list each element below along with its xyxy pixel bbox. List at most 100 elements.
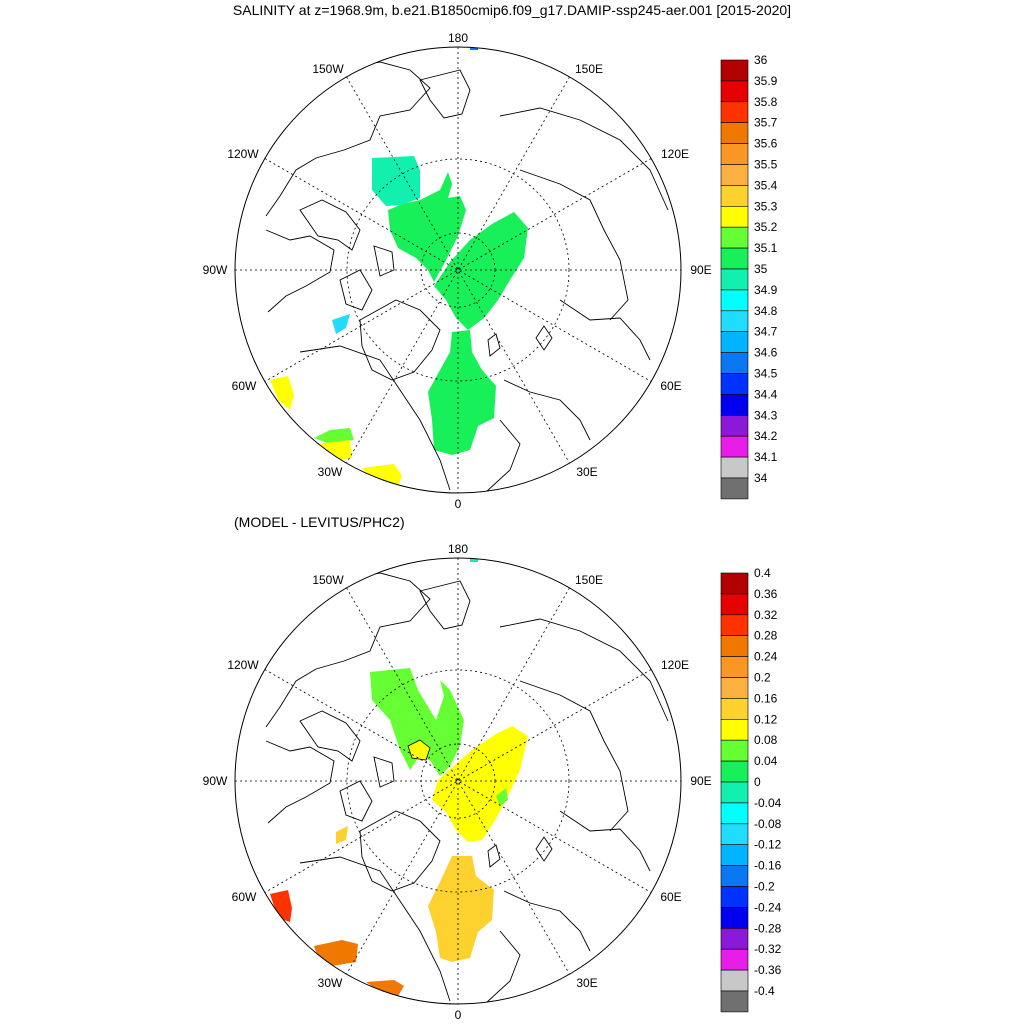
salinity-colorbar-tick-label: 35.2 — [754, 220, 778, 234]
top-green-patch-40w — [314, 428, 354, 444]
difference-colorbar-tick-label: -0.2 — [754, 880, 775, 894]
difference-colorbar-swatch — [720, 802, 749, 825]
difference-colorbar-tick-label: 0.04 — [754, 754, 778, 768]
salinity-colorbar: 36 35.9 35.8 35.7 35.6 35.5 35.4 35.3 35.2 35.1 35… — [720, 53, 778, 500]
bottom-label-180: 180 — [448, 542, 468, 556]
bottom-map-border — [234, 557, 682, 1005]
salinity-colorbar-swatch — [720, 185, 749, 207]
bottom-label-150w: 150W — [312, 573, 344, 587]
top-map-border — [234, 46, 682, 494]
salinity-colorbar-swatch — [720, 80, 749, 103]
top-label-120e: 120E — [661, 147, 689, 161]
difference-colorbar-tick-label: -0.28 — [754, 921, 782, 935]
top-polar-map: 180 150W 150E 120W 120E 90W 90E 60W 60E … — [203, 31, 712, 511]
difference-colorbar-swatch — [720, 614, 749, 636]
difference-colorbar-swatch — [720, 865, 749, 887]
difference-colorbar-swatch — [720, 698, 749, 720]
difference-subtitle: (MODEL - LEVITUS/PHC2) — [234, 514, 405, 530]
salinity-colorbar-tick-label: 35.6 — [754, 137, 778, 151]
bottom-green-spot-east — [496, 788, 508, 806]
top-label-60w: 60W — [232, 379, 257, 393]
difference-colorbar-tick-label: 0.28 — [754, 629, 778, 643]
bottom-gold-patch-small — [336, 826, 348, 844]
difference-colorbar-tick-label: -0.08 — [754, 817, 782, 831]
salinity-colorbar-swatch — [720, 331, 749, 353]
difference-colorbar-swatch — [720, 593, 749, 616]
bottom-label-60e: 60E — [660, 890, 681, 904]
salinity-colorbar-swatch — [720, 247, 749, 270]
salinity-colorbar-tick-label: 34.9 — [754, 283, 778, 297]
difference-colorbar-tick-label: -0.24 — [754, 900, 782, 914]
salinity-colorbar-swatch — [720, 352, 749, 374]
salinity-colorbar-tick-label: 34.8 — [754, 304, 778, 318]
bottom-coastlines — [255, 572, 669, 1004]
salinity-colorbar-swatch — [720, 143, 749, 165]
difference-colorbar-tick-label: -0.36 — [754, 963, 782, 977]
salinity-colorbar-swatch — [720, 394, 749, 416]
difference-colorbar-swatch — [720, 823, 749, 845]
salinity-colorbar-tick-label: 35 — [754, 262, 768, 276]
bottom-polar-map: 180 150W 150E 120W 120E 90W 90E 60W 60E … — [203, 542, 712, 1022]
salinity-colorbar-swatch — [720, 456, 749, 479]
salinity-colorbar-tick-label: 35.4 — [754, 178, 778, 192]
salinity-colorbar-swatch — [720, 435, 749, 458]
bottom-graticule — [235, 558, 681, 1004]
bottom-label-90w: 90W — [203, 774, 228, 788]
bottom-yellow-region-main — [432, 726, 528, 842]
difference-colorbar-swatch — [720, 781, 749, 804]
salinity-colorbar-tick-label: 34.5 — [754, 367, 778, 381]
salinity-colorbar-swatch — [720, 310, 749, 332]
difference-colorbar-swatch — [720, 927, 749, 950]
salinity-colorbar-swatch — [720, 289, 749, 312]
salinity-colorbar-swatch — [720, 206, 749, 228]
salinity-colorbar-tick-label: 34.3 — [754, 408, 778, 422]
top-coastlines — [255, 61, 669, 493]
bottom-label-90e: 90E — [690, 774, 711, 788]
difference-colorbar-swatch — [720, 718, 749, 741]
salinity-colorbar-tick-label: 34 — [754, 471, 768, 485]
top-label-180: 180 — [448, 31, 468, 45]
difference-colorbar-swatch — [720, 990, 749, 1013]
bottom-label-120w: 120W — [227, 658, 259, 672]
figure-title: SALINITY at z=1968.9m, b.e21.B1850cmip6.… — [232, 2, 792, 18]
difference-colorbar-tick-label: -0.4 — [754, 984, 775, 998]
difference-colorbar-tick-label: 0.16 — [754, 691, 778, 705]
salinity-colorbar-swatch — [720, 122, 749, 144]
difference-colorbar-tick-label: -0.04 — [754, 796, 782, 810]
top-small-cyan-patch — [332, 314, 350, 334]
top-yellow-patch-20w — [362, 464, 402, 486]
difference-colorbar-tick-label: 0.32 — [754, 608, 778, 622]
bottom-red-patch-60w — [270, 890, 292, 922]
top-green-region-main — [434, 212, 528, 330]
top-label-90e: 90E — [690, 263, 711, 277]
difference-colorbar: 0.4 0.36 0.32 0.28 0.24 0.2 0.16 0.12 0.08 0.04 0 -… — [720, 566, 782, 1013]
difference-colorbar-tick-label: 0.36 — [754, 587, 778, 601]
salinity-colorbar-swatch — [720, 101, 749, 124]
salinity-colorbar-tick-label: 34.7 — [754, 325, 778, 339]
bottom-label-30w: 30W — [318, 976, 343, 990]
top-label-0: 0 — [455, 497, 462, 511]
difference-colorbar-tick-label: -0.16 — [754, 859, 782, 873]
top-label-150e: 150E — [575, 62, 603, 76]
salinity-colorbar-tick-label: 35.5 — [754, 158, 778, 172]
top-yellow-patch-60w — [270, 376, 294, 410]
difference-colorbar-swatch — [720, 739, 749, 762]
salinity-colorbar-tick-label: 35.1 — [754, 241, 778, 255]
difference-colorbar-swatch — [720, 886, 749, 908]
salinity-colorbar-tick-label: 35.9 — [754, 74, 778, 88]
difference-colorbar-tick-label: 0.12 — [754, 712, 778, 726]
salinity-colorbar-swatch — [720, 268, 749, 291]
bottom-orange-patch-20w — [366, 980, 404, 996]
difference-colorbar-swatch — [720, 907, 749, 929]
bottom-label-0: 0 — [455, 1008, 462, 1022]
top-yellow-patch-40w — [316, 440, 352, 460]
difference-colorbar-tick-label: 0 — [754, 775, 761, 789]
bottom-label-150e: 150E — [575, 573, 603, 587]
salinity-colorbar-tick-label: 34.1 — [754, 450, 778, 464]
bottom-label-30e: 30E — [576, 976, 597, 990]
top-graticule — [235, 47, 681, 493]
bottom-label-120e: 120E — [661, 658, 689, 672]
salinity-colorbar-tick-label: 34.2 — [754, 429, 778, 443]
salinity-colorbar-swatch — [720, 164, 749, 186]
